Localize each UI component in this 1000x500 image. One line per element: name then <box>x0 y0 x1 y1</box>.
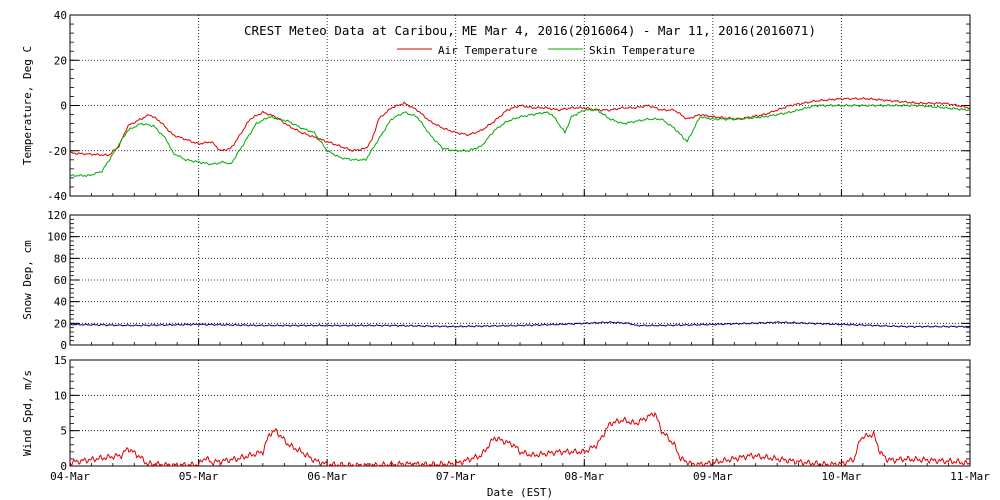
y-tick-label: 40 <box>54 9 67 22</box>
x-tick-label: 08-Mar <box>564 470 604 483</box>
x-tick-label: 09-Mar <box>693 470 733 483</box>
y-tick-label: 15 <box>54 354 67 367</box>
x-tick-label: 10-Mar <box>822 470 862 483</box>
y-tick-label: 20 <box>54 54 67 67</box>
y-tick-label: 0 <box>60 100 67 113</box>
y-tick-label: -20 <box>47 145 67 158</box>
panel-0: -40 -20 0 20 40 Temperature, Deg C <box>21 9 971 203</box>
y-tick-label: 120 <box>47 209 67 222</box>
legend-air-label: Air Temperature <box>438 44 537 57</box>
panel-1: 0 20 40 60 80 100 120 Snow Dep, cm <box>21 209 971 352</box>
y-tick-label: 100 <box>47 231 67 244</box>
y-axis-label: Wind Spd, m/s <box>21 370 34 456</box>
skin-temperature-line <box>69 103 971 177</box>
y-axis-label: Snow Dep, cm <box>21 240 34 320</box>
panel-2-series-line <box>69 411 971 467</box>
y-tick-label: 0 <box>60 339 67 352</box>
y-tick-label: 0 <box>60 460 67 473</box>
y-tick-label: 10 <box>54 389 67 402</box>
temperature-legend: Air Temperature Skin Temperature <box>397 44 695 57</box>
legend-skin-label: Skin Temperature <box>589 44 695 57</box>
x-tick-label: 04-Mar <box>50 470 90 483</box>
panel-2: 0 5 10 15 Wind Spd, m/s 04-Mar 05-Mar 06-Mar 07-… <box>21 354 990 483</box>
y-tick-label: -40 <box>47 190 67 203</box>
y-axis-label: Temperature, Deg C <box>21 46 34 165</box>
chart-title: CREST Meteo Data at Caribou, ME Mar 4, 2… <box>244 23 816 38</box>
x-axis-label: Date (EST) <box>487 486 553 499</box>
y-tick-label: 20 <box>54 317 67 330</box>
panel-1-series-line <box>69 321 971 328</box>
x-tick-label: 05-Mar <box>179 470 219 483</box>
x-tick-label: 06-Mar <box>307 470 347 483</box>
y-tick-label: 5 <box>60 425 67 438</box>
x-tick-label: 11-Mar <box>950 470 990 483</box>
y-tick-label: 40 <box>54 296 67 309</box>
x-tick-label: 07-Mar <box>436 470 476 483</box>
y-tick-label: 60 <box>54 274 67 287</box>
panel-frame <box>69 359 971 467</box>
air-temperature-line <box>69 97 971 157</box>
y-tick-label: 80 <box>54 252 67 265</box>
